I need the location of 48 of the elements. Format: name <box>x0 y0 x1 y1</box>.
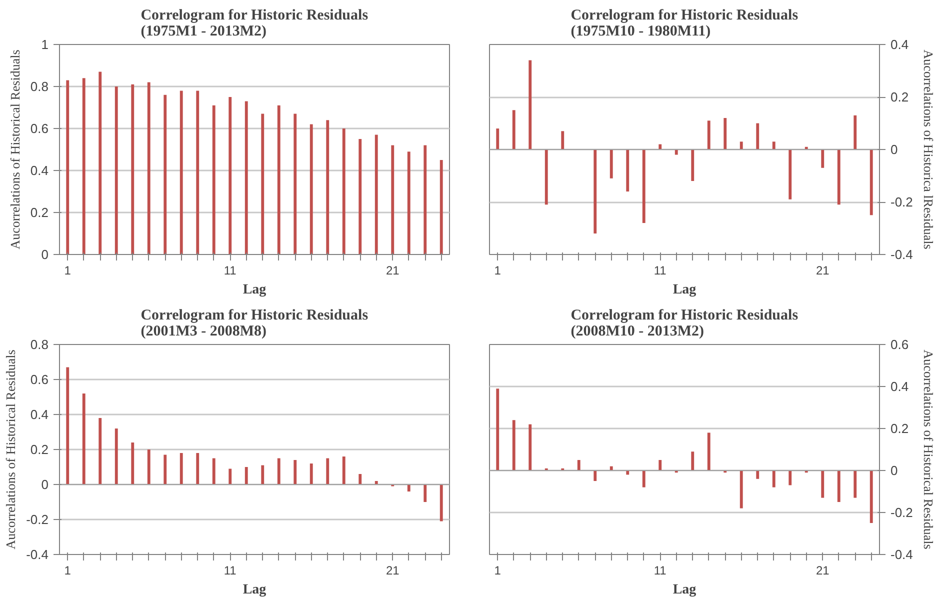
y2-tick-label: 0.4 <box>890 379 909 394</box>
y-tick-label: 0.8 <box>30 79 49 94</box>
x-tick-label: 1 <box>64 264 72 278</box>
x-tick-label: 21 <box>386 564 400 578</box>
y-tick-label: 1 <box>41 37 49 52</box>
chart-title: Correlogram for Historic Residuals (1975M10 - 1980M11) <box>570 8 798 40</box>
y-tick-label: -0.4 <box>26 547 49 562</box>
y-tick-label: 0.6 <box>30 121 49 136</box>
y2-tick-label: 0 <box>890 142 898 157</box>
chart-title: Correlogram for Historic Residuals (1975M1 - 2013M2) <box>140 8 368 40</box>
x-tick-label: 21 <box>386 264 400 278</box>
x-tick-label: 11 <box>654 264 667 278</box>
y2-tick-label: -0.4 <box>890 247 913 262</box>
y-tick-label: -0.2 <box>26 512 49 527</box>
x-tick-label: 1 <box>494 564 502 578</box>
x-axis-title: Lag <box>242 282 266 298</box>
y2-tick-label: 0.2 <box>890 421 909 436</box>
x-tick-label: 11 <box>224 564 237 578</box>
y-tick-label: 0.2 <box>30 442 49 457</box>
x-tick-label: 1 <box>64 564 72 578</box>
y2-axis-title: Aucorrelations of Historical Residuals <box>920 350 936 550</box>
x-axis-title: Lag <box>672 582 696 598</box>
y-tick-label: 0.8 <box>30 337 49 352</box>
y2-tick-label: -0.2 <box>890 194 913 210</box>
y-tick-label: 0.6 <box>30 372 49 387</box>
y-axis-title: Aucorrelations of Historical Residuals <box>7 50 22 250</box>
y-tick-label: 0.4 <box>30 163 49 178</box>
y-axis-title: Aucorrelations of Historical Residuals <box>3 350 18 550</box>
chart-title: Correlogram for Historic Residuals (2008M10 - 2013M2) <box>570 308 798 340</box>
y-tick-label: 0 <box>41 247 49 262</box>
y2-tick-label: 0.4 <box>890 37 909 52</box>
y2-axis-title: Aucorrelations of Historica lResiduals <box>920 50 936 250</box>
x-tick-label: 1 <box>494 264 502 278</box>
y2-tick-label: 0.6 <box>890 337 909 352</box>
y2-tick-label: -0.2 <box>890 505 913 520</box>
y2-tick-label: 0 <box>890 463 898 478</box>
y-tick-label: 0 <box>41 477 49 492</box>
x-tick-label: 21 <box>816 564 830 578</box>
y-tick-label: 0.2 <box>30 205 49 220</box>
x-tick-label: 11 <box>654 564 667 578</box>
y-tick-label: 0.4 <box>30 407 49 422</box>
chart-title: Correlogram for Historic Residuals (2001M3 - 2008M8) <box>140 308 368 340</box>
x-axis-title: Lag <box>672 282 696 298</box>
x-axis-title: Lag <box>242 582 266 598</box>
y2-tick-label: -0.4 <box>890 547 913 562</box>
y2-tick-label: 0.2 <box>890 90 909 104</box>
x-tick-label: 11 <box>224 264 237 278</box>
x-tick-label: 21 <box>816 264 830 278</box>
